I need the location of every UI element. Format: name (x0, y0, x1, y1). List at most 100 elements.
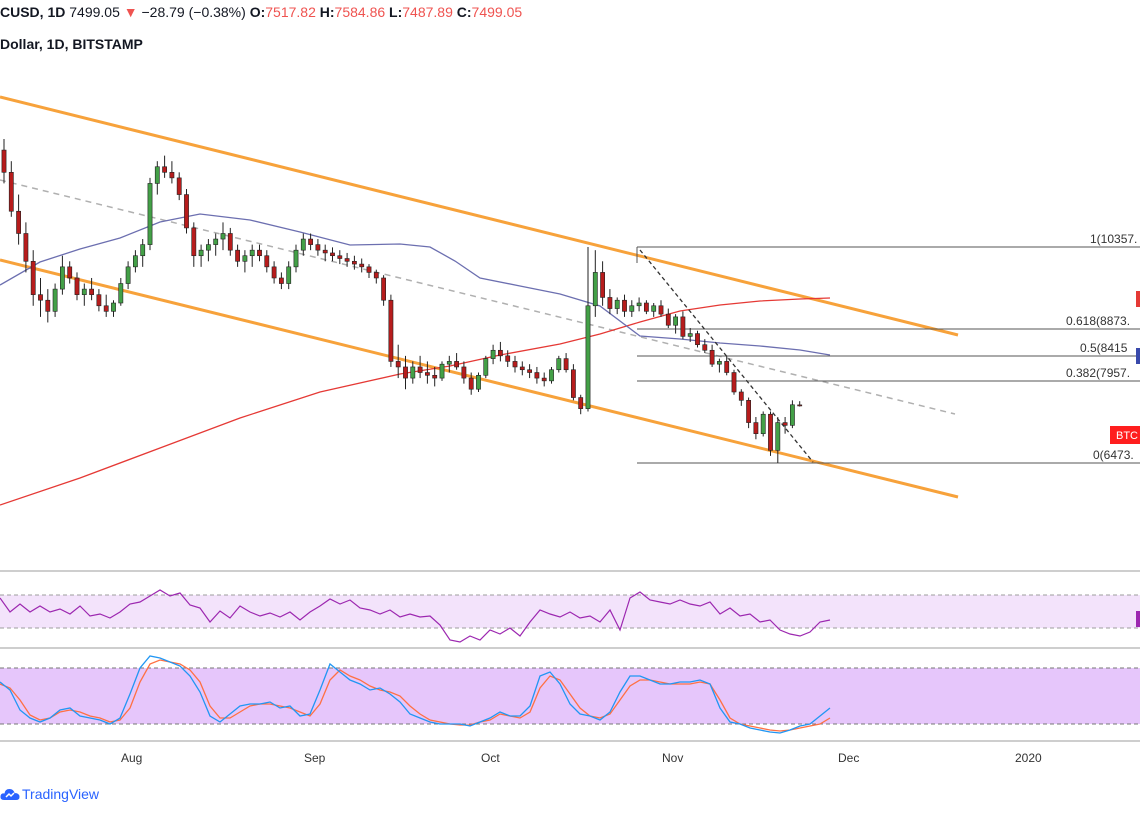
candle-body[interactable] (395, 361, 401, 368)
candle-body[interactable] (439, 363, 445, 379)
candle-body[interactable] (446, 361, 452, 365)
candle-body[interactable] (271, 266, 277, 279)
candle-body[interactable] (403, 366, 408, 379)
candle-body[interactable] (782, 422, 788, 426)
candle-body[interactable] (351, 260, 357, 265)
channel-upper-line[interactable] (0, 95, 959, 337)
candle-body[interactable] (81, 288, 87, 295)
candle-body[interactable] (490, 349, 496, 359)
candle-body[interactable] (220, 233, 226, 240)
candle-body[interactable] (59, 266, 65, 290)
candle-body[interactable] (476, 374, 481, 390)
candle-body[interactable] (527, 369, 532, 373)
candle-body[interactable] (541, 377, 547, 382)
candle-body[interactable] (760, 413, 766, 434)
candle-body[interactable] (242, 255, 248, 262)
candle-body[interactable] (125, 266, 131, 284)
candle-body[interactable] (52, 288, 58, 312)
candle-body[interactable] (249, 249, 255, 257)
candle-body[interactable] (753, 422, 759, 434)
candle-body[interactable] (549, 369, 554, 382)
candle-body[interactable] (74, 277, 80, 295)
candle-body[interactable] (38, 294, 43, 301)
candle-body[interactable] (140, 244, 146, 257)
candle-body[interactable] (738, 391, 744, 401)
candle-body[interactable] (775, 422, 781, 451)
candle-body[interactable] (45, 299, 51, 312)
candle-body[interactable] (468, 377, 474, 390)
interval-label[interactable]: 1D (47, 4, 66, 20)
candle-body[interactable] (636, 302, 642, 307)
candle-body[interactable] (410, 366, 416, 379)
candle-body[interactable] (417, 366, 423, 373)
candle-body[interactable] (556, 358, 562, 371)
candle-body[interactable] (724, 361, 730, 373)
candle-body[interactable] (344, 258, 350, 262)
candle-body[interactable] (162, 166, 167, 173)
candle-body[interactable] (622, 299, 627, 312)
candle-body[interactable] (278, 277, 284, 284)
candle-body[interactable] (388, 299, 394, 362)
candle-body[interactable] (300, 238, 306, 251)
candle-body[interactable] (176, 177, 182, 195)
price-tag[interactable] (1110, 426, 1140, 444)
candle-body[interactable] (592, 272, 598, 307)
candle-body[interactable] (169, 172, 175, 179)
candle-body[interactable] (454, 361, 459, 368)
candle-body[interactable] (213, 238, 219, 245)
candle-body[interactable] (103, 305, 109, 312)
candle-body[interactable] (337, 255, 343, 259)
candle-body[interactable] (67, 266, 73, 279)
candle-body[interactable] (133, 255, 138, 268)
candle-body[interactable] (424, 372, 430, 376)
candle-body[interactable] (264, 255, 270, 268)
candle-body[interactable] (206, 244, 211, 251)
candle-body[interactable] (768, 413, 773, 451)
candle-body[interactable] (629, 305, 635, 312)
candle-body[interactable] (432, 374, 438, 379)
candle-body[interactable] (23, 233, 29, 262)
candle-body[interactable] (308, 238, 313, 245)
candle-body[interactable] (322, 249, 328, 254)
candle-body[interactable] (797, 404, 803, 407)
candle-body[interactable] (570, 369, 576, 398)
candle-body[interactable] (709, 349, 715, 365)
candle-body[interactable] (585, 305, 591, 409)
candle-body[interactable] (30, 260, 36, 295)
candle-body[interactable] (147, 183, 153, 245)
candle-body[interactable] (198, 249, 204, 257)
candle-body[interactable] (315, 244, 321, 251)
candle-body[interactable] (257, 249, 262, 257)
candle-body[interactable] (359, 263, 365, 268)
candle-body[interactable] (578, 397, 584, 409)
candle-body[interactable] (600, 272, 605, 298)
candle-body[interactable] (483, 358, 489, 376)
candle-body[interactable] (111, 302, 116, 312)
candle-body[interactable] (293, 249, 299, 268)
candle-body[interactable] (563, 358, 569, 371)
candle-body[interactable] (330, 252, 335, 257)
candle-body[interactable] (519, 366, 525, 371)
candle-body[interactable] (373, 272, 379, 279)
candle-body[interactable] (534, 372, 540, 379)
candle-body[interactable] (731, 372, 737, 393)
channel-midline[interactable] (0, 179, 956, 415)
candle-body[interactable] (8, 172, 14, 212)
candle-body[interactable] (184, 194, 189, 229)
candle-body[interactable] (673, 316, 678, 326)
candle-body[interactable] (614, 299, 620, 309)
candle-body[interactable] (118, 283, 124, 304)
candle-body[interactable] (789, 404, 795, 426)
candle-body[interactable] (286, 266, 292, 284)
candle-body[interactable] (680, 316, 686, 337)
symbol-name[interactable]: CUSD (0, 4, 40, 20)
candle-body[interactable] (154, 166, 160, 184)
candle-body[interactable] (687, 333, 693, 337)
candle-body[interactable] (651, 305, 657, 312)
candle-body[interactable] (665, 313, 671, 326)
candle-body[interactable] (716, 361, 722, 365)
candle-body[interactable] (191, 227, 197, 257)
candle-body[interactable] (1, 149, 7, 173)
candle-body[interactable] (658, 305, 664, 315)
candle-body[interactable] (366, 266, 372, 273)
